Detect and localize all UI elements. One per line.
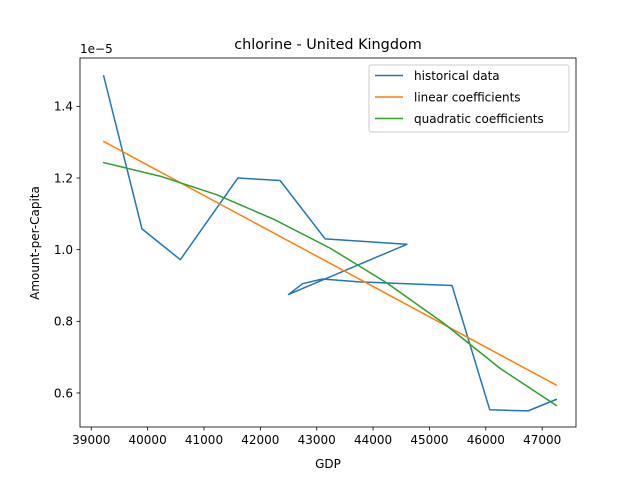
series-line-0 bbox=[102, 75, 558, 412]
x-axis-label: GDP bbox=[315, 457, 341, 471]
legend-entry-1: linear coefficients bbox=[414, 90, 521, 104]
x-tick-label: 46000 bbox=[467, 433, 505, 447]
chart-title: chlorine - United Kingdom bbox=[234, 37, 422, 53]
y-tick-label: 0.6 bbox=[54, 386, 73, 400]
x-tick-label: 44000 bbox=[354, 433, 392, 447]
series-line-2 bbox=[102, 161, 558, 407]
legend-entry-2: quadratic coefficients bbox=[414, 112, 544, 126]
plot-area: 39000 40000 41000 42000 43000 44000 45000 46000… bbox=[54, 57, 577, 447]
y-tick-label: 1.4 bbox=[54, 100, 73, 114]
x-tick-label: 43000 bbox=[298, 433, 336, 447]
y-tick-label: 1.0 bbox=[54, 243, 73, 257]
x-tick-label: 47000 bbox=[523, 433, 561, 447]
y-tick-label: 1.2 bbox=[54, 171, 73, 185]
x-tick-label: 40000 bbox=[129, 433, 167, 447]
legend: historical data linear coefficients quadra… bbox=[368, 64, 570, 133]
y-tick-label: 0.8 bbox=[54, 315, 73, 329]
legend-box bbox=[368, 64, 570, 133]
y-axis-label: Amount-per-Capita bbox=[28, 186, 42, 300]
y-axis-offset-label: 1e−5 bbox=[80, 42, 113, 56]
x-tick-label: 45000 bbox=[410, 433, 448, 447]
x-tick-label: 39000 bbox=[72, 433, 110, 447]
x-tick-label: 42000 bbox=[241, 433, 279, 447]
x-tick-label: 41000 bbox=[185, 433, 223, 447]
legend-entry-0: historical data bbox=[414, 69, 500, 83]
axes-frame bbox=[79, 57, 577, 428]
